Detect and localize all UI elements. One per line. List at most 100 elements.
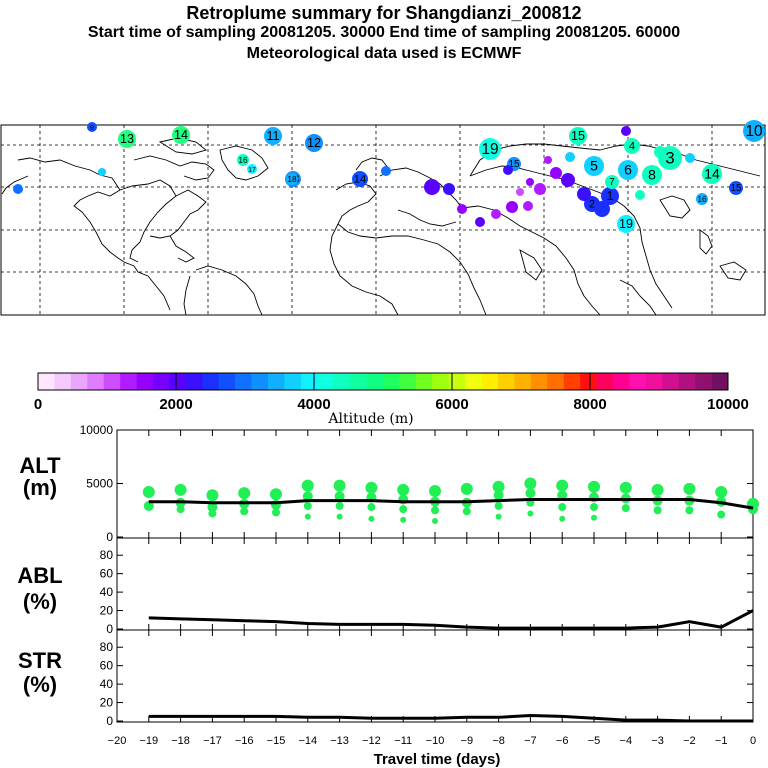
marker-label: 18 [287, 174, 297, 184]
plume-dot [506, 201, 518, 213]
x-tick-label: −14 [298, 735, 317, 747]
colorbar-cell [613, 373, 630, 390]
altitude-point [559, 515, 566, 522]
altitude-point [683, 482, 696, 495]
colorbar-cell [530, 373, 548, 390]
marker-label: 4 [629, 141, 635, 153]
marker-label: 9 [90, 125, 94, 132]
plume-marker [624, 138, 640, 154]
plume-dot [424, 179, 440, 195]
marker-label: 7 [609, 177, 614, 188]
plume-dot [685, 153, 695, 163]
plume-dot [516, 188, 524, 196]
x-tick-label: 0 [750, 735, 756, 747]
colorbar-cell [645, 373, 663, 390]
plume-marker [247, 164, 257, 174]
colorbar-cell [268, 373, 285, 390]
altitude-point [717, 510, 726, 519]
x-tick-label: −11 [394, 735, 412, 747]
plume-marker [617, 215, 635, 233]
altitude-point [557, 490, 568, 501]
x-tick-label: −3 [651, 735, 664, 747]
marker-label: 15 [571, 129, 585, 143]
colorbar-tick-label: 2000 [159, 396, 192, 413]
altitude-point [335, 501, 344, 510]
altitude-point [590, 503, 598, 512]
y-tick-label: 0 [106, 530, 113, 544]
colorbar-cell [70, 373, 88, 390]
met-data-note: Meteorological data used is ECMWF [246, 45, 522, 62]
colorbar-tick-label: 10000 [707, 396, 749, 413]
altitude-point [399, 505, 408, 514]
altitude-point [621, 504, 630, 513]
colorbar-cell [350, 373, 367, 390]
colorbar-tick-label: 0 [34, 396, 42, 413]
colorbar-cell [202, 373, 220, 390]
y-tick-label: 40 [100, 585, 114, 599]
altitude-point [365, 481, 378, 494]
plume-dot [534, 183, 546, 195]
marker-label: 14 [174, 128, 188, 142]
marker-label: 15 [509, 159, 520, 170]
altitude-point [302, 491, 313, 502]
colorbar-cell [54, 373, 72, 390]
plume-dot [503, 165, 513, 175]
colorbar-cell [103, 373, 121, 390]
plume-dot [621, 126, 631, 136]
plume-dot [565, 152, 575, 162]
altitude-point [174, 483, 187, 496]
panel-frame [116, 537, 754, 631]
plume-marker [569, 127, 587, 145]
colorbar-cell [695, 373, 712, 390]
altitude-point [651, 483, 664, 496]
colorbar-cell [333, 373, 351, 390]
altitude-point [494, 501, 503, 510]
colorbar-cell [580, 373, 597, 390]
colorbar-cell [563, 373, 581, 390]
plume-dot [13, 184, 23, 194]
altitude-point [240, 507, 249, 516]
altitude-point [524, 477, 537, 490]
colorbar-cell [465, 373, 482, 390]
altitude-point [367, 503, 376, 512]
colorbar-cell [169, 373, 187, 390]
altitude-point [431, 506, 439, 515]
colorbar-cell [38, 373, 55, 390]
colorbar-cell [300, 373, 318, 390]
marker-label: 14 [354, 174, 366, 186]
chart-title: Retroplume summary for Shangdianzi_20081… [186, 3, 582, 23]
colorbar-cell [399, 373, 417, 390]
x-tick-label: −7 [524, 735, 537, 747]
x-tick-label: −19 [139, 735, 158, 747]
plume-marker [118, 130, 136, 148]
colorbar-cell [448, 373, 466, 390]
altitude-point [527, 510, 534, 517]
plume-marker [479, 138, 501, 160]
colorbar-cell [711, 373, 729, 390]
altitude-point [397, 483, 410, 496]
plume-marker [642, 165, 662, 185]
altitude-point [619, 481, 632, 494]
colorbar-cell [678, 373, 696, 390]
y-tick-label: 60 [100, 567, 114, 581]
altitude-point [272, 508, 280, 517]
time-series-panels: ALT(m)1000050000ABL(%)806040200STR(%)806… [17, 423, 759, 747]
altitude-point [176, 505, 185, 514]
plume-marker [729, 181, 743, 195]
marker-label: 16 [238, 155, 248, 165]
x-axis-title: Travel time (days) [374, 751, 501, 768]
plume-dot [635, 190, 645, 200]
retroplume-map: 9131411121617181915101412345678151916151… [0, 120, 766, 316]
altitude-point [460, 482, 473, 495]
colorbar-cell [481, 373, 499, 390]
x-tick-label: −10 [426, 735, 445, 747]
altitude-point [495, 513, 502, 520]
marker-label: 15 [731, 183, 742, 194]
y-tick-label: 40 [100, 677, 114, 691]
altitude-point [368, 515, 375, 522]
colorbar-tick-label: 8000 [573, 396, 606, 413]
colorbar-cell [498, 373, 515, 390]
colorbar-cell [432, 373, 450, 390]
marker-label: 19 [481, 141, 498, 158]
marker-label: 14 [704, 166, 720, 182]
